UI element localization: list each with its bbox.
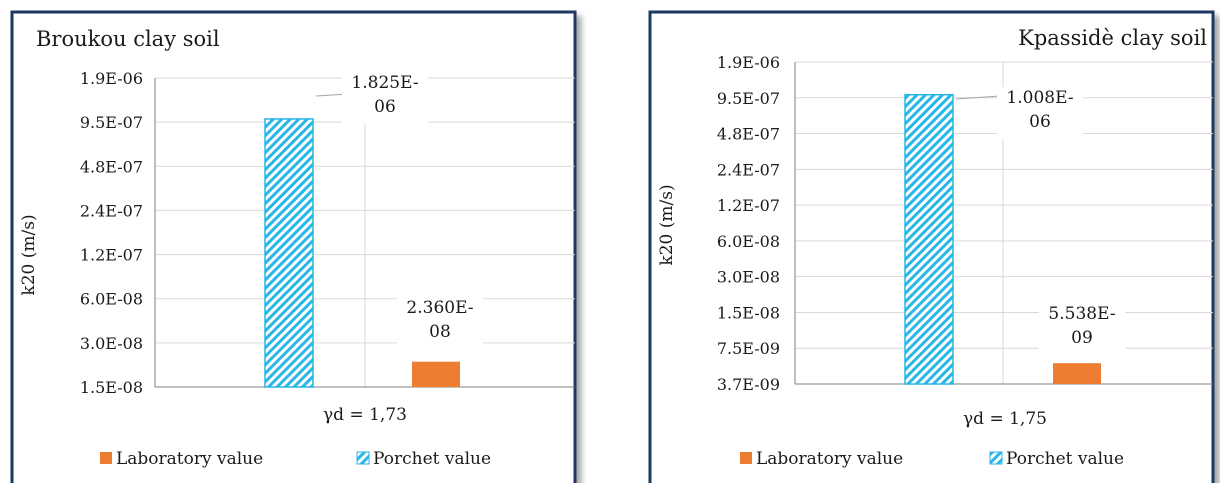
y-tick-label: 1.9E-06 [80,69,143,88]
data-label-laboratory-bg [397,297,483,349]
x-category-label: γd = 1,75 [963,409,1047,429]
y-tick-label: 6.0E-08 [717,232,780,251]
y-tick-label: 3.0E-08 [80,334,143,353]
y-tick-label: 9.5E-07 [717,89,780,108]
y-tick-label: 3.7E-09 [717,375,780,394]
bar-porchet [264,118,314,388]
data-label-porchet-bg [342,72,428,124]
y-tick-label: 1.2E-07 [717,196,780,215]
y-tick-label: 2.4E-07 [80,201,143,220]
y-tick-labels: 1.9E-06 9.5E-07 4.8E-07 2.4E-07 1.2E-07 6.0E-… [717,53,780,394]
data-label-porchet-bg [997,87,1083,139]
y-axis-label: k20 (m/s) [657,184,677,265]
y-tick-label: 2.4E-07 [717,160,780,179]
bar-porchet [904,93,954,385]
bar-laboratory [1053,363,1101,384]
bars [904,93,1101,385]
legend-label-porchet: Porchet value [373,449,491,469]
y-tick-label: 3.0E-08 [717,268,780,287]
legend-label-laboratory: Laboratory value [756,449,903,469]
legend-swatch-porchet [356,451,370,465]
y-tick-label: 1.9E-06 [717,53,780,72]
y-tick-label: 9.5E-07 [80,113,143,132]
data-labels: 1.008E-06 5.538E-09 [955,87,1125,355]
data-labels: 1.825E-06 2.360E-08 [315,72,483,349]
chart-broukou: Broukou clay soil k20 (m/s) 1.9E-06 9.5E-… [10,10,577,488]
legend-swatch-porchet [989,451,1003,465]
chart-title: Broukou clay soil [36,27,220,51]
y-tick-label: 7.5E-09 [717,339,780,358]
data-label-laboratory: 2.360E-08 [406,298,473,342]
chart-title: Kpassidè clay soil [1018,26,1207,50]
bars [264,118,460,388]
y-tick-label: 1.5E-08 [717,303,780,322]
y-tick-label: 4.8E-07 [717,125,780,144]
y-tick-label: 6.0E-08 [80,290,143,309]
data-label-porchet: 1.825E-06 [351,73,418,117]
x-category-label: γd = 1,73 [323,405,407,425]
data-label-laboratory-bg [1039,303,1125,355]
y-tick-label: 1.5E-08 [80,378,143,397]
bar-laboratory [412,361,460,387]
label-leader-line [955,95,1001,100]
chart-kpasside: Kpassidè clay soil k20 (m/s) 1.9E-06 9.5E… [648,10,1215,488]
legend-swatch-laboratory [100,452,112,464]
data-label-laboratory: 5.538E-09 [1048,304,1115,348]
legend-swatch-laboratory [740,452,752,464]
legend: Laboratory value Porchet value [100,449,491,469]
y-tick-labels: 1.9E-06 9.5E-07 4.8E-07 2.4E-07 1.2E-07 6.0E-… [80,69,143,397]
data-label-porchet: 1.008E-06 [1006,88,1073,132]
legend-label-porchet: Porchet value [1006,449,1124,469]
y-axis-label: k20 (m/s) [19,214,39,295]
y-tick-label: 4.8E-07 [80,157,143,176]
legend-label-laboratory: Laboratory value [116,449,263,469]
y-tick-label: 1.2E-07 [80,246,143,265]
legend: Laboratory value Porchet value [740,449,1124,469]
